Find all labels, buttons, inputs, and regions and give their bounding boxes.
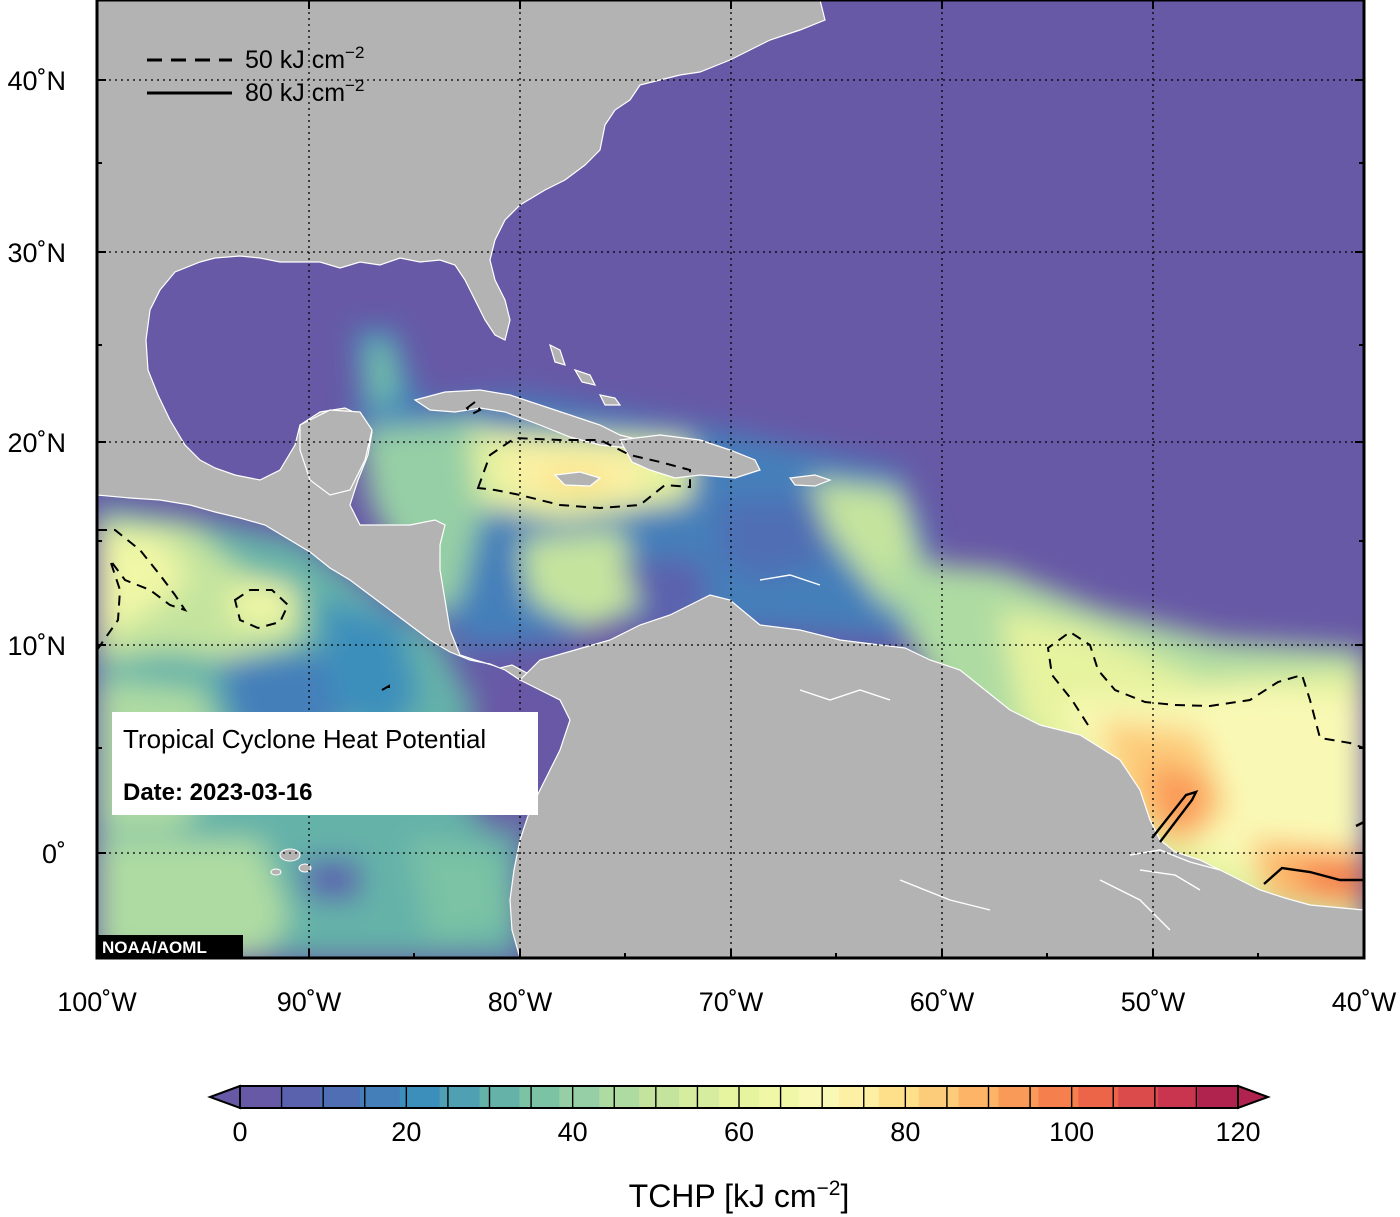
credit-badge: NOAA/AOML (97, 935, 243, 958)
bahamas-land (549, 343, 622, 406)
galapagos-islands (270, 848, 312, 876)
colorbar-cell (319, 1086, 361, 1108)
hispaniola-land (619, 434, 761, 479)
colorbar-tick-label: 60 (724, 1117, 754, 1147)
colorbar-cell (958, 1086, 1000, 1108)
colorbar-cell (1038, 1086, 1079, 1108)
colorbar-cell (1158, 1086, 1199, 1108)
colorbar-cell (599, 1086, 640, 1108)
colorbar-tick-label: 120 (1215, 1117, 1260, 1147)
lon-label-60w: 60˚W (910, 987, 975, 1017)
colorbar-cell (1198, 1086, 1239, 1108)
lat-label-30n: 30˚N (7, 238, 66, 268)
colorbar-cell (838, 1086, 880, 1108)
colorbar-cell (798, 1086, 840, 1108)
colorbar-cell (439, 1086, 481, 1108)
lon-label-80w: 80˚W (488, 987, 553, 1017)
colorbar-cell (359, 1086, 401, 1108)
colorbar-cell (998, 1086, 1039, 1108)
lat-labels: 40˚N 30˚N 20˚N 10˚N 0˚ (7, 66, 66, 869)
colorbar: 0 20 40 60 80 100 120 TCHP [kJ cm−2] (207, 1084, 1271, 1214)
jamaica-land (553, 471, 602, 487)
info-title: Tropical Cyclone Heat Potential (123, 724, 486, 754)
colorbar-divider-lines (280, 1086, 1198, 1108)
lon-label-50w: 50˚W (1121, 987, 1186, 1017)
lat-label-20n: 20˚N (7, 428, 66, 458)
colorbar-under-arrow (207, 1084, 241, 1110)
lon-label-40w: 40˚W (1332, 987, 1397, 1017)
colorbar-tick-labels: 0 20 40 60 80 100 120 (232, 1117, 1260, 1147)
lon-labels: 100˚W 90˚W 80˚W 70˚W 60˚W 50˚W 40˚W (57, 987, 1397, 1017)
lat-label-40n: 40˚N (7, 66, 66, 96)
info-date: Date: 2023-03-16 (123, 779, 312, 806)
colorbar-tick-label: 0 (232, 1117, 247, 1147)
colorbar-frame (239, 1085, 1239, 1109)
puerto-rico-land (788, 474, 832, 487)
rivers (759, 574, 1221, 931)
colorbar-cell (1118, 1086, 1159, 1108)
credit-text: NOAA/AOML (102, 938, 207, 957)
colorbar-tick-label: 80 (890, 1117, 920, 1147)
colorbar-cell (878, 1086, 920, 1108)
frame-ticks (97, 0, 1364, 958)
colorbar-cell (639, 1086, 680, 1108)
lon-label-90w: 90˚W (277, 987, 342, 1017)
colorbar-cell (559, 1086, 600, 1108)
colorbar-cells (240, 1086, 1239, 1108)
lat-label-0: 0˚ (42, 839, 66, 869)
info-box: Tropical Cyclone Heat Potential Date: 20… (112, 712, 538, 815)
colorbar-tick-label: 100 (1049, 1117, 1094, 1147)
contour-legend: 50 kJ cm−2 80 kJ cm−2 (147, 43, 364, 107)
colorbar-title: TCHP [kJ cm−2] (629, 1177, 850, 1214)
yucatan-land (299, 409, 373, 496)
colorbar-cell (240, 1086, 281, 1108)
colorbar-cell (758, 1086, 800, 1108)
lon-label-70w: 70˚W (699, 987, 764, 1017)
lon-label-100w: 100˚W (57, 987, 137, 1017)
colorbar-cell (1078, 1086, 1119, 1108)
colorbar-cell (479, 1086, 521, 1108)
colorbar-cell (519, 1086, 560, 1108)
colorbar-cell (918, 1086, 960, 1108)
north-america-land (97, 0, 826, 691)
lat-label-10n: 10˚N (7, 631, 66, 661)
legend-dashed-label: 50 kJ cm−2 (245, 43, 364, 74)
colorbar-cell (279, 1086, 321, 1108)
colorbar-tick-label: 20 (391, 1117, 421, 1147)
south-america-land (509, 594, 1364, 958)
contour-50 (97, 400, 1364, 749)
colorbar-over-arrow (1237, 1084, 1271, 1110)
legend-solid-label: 80 kJ cm−2 (245, 76, 364, 107)
colorbar-cell (679, 1086, 720, 1108)
colorbar-cell (399, 1086, 441, 1108)
colorbar-tick-label: 40 (558, 1117, 588, 1147)
